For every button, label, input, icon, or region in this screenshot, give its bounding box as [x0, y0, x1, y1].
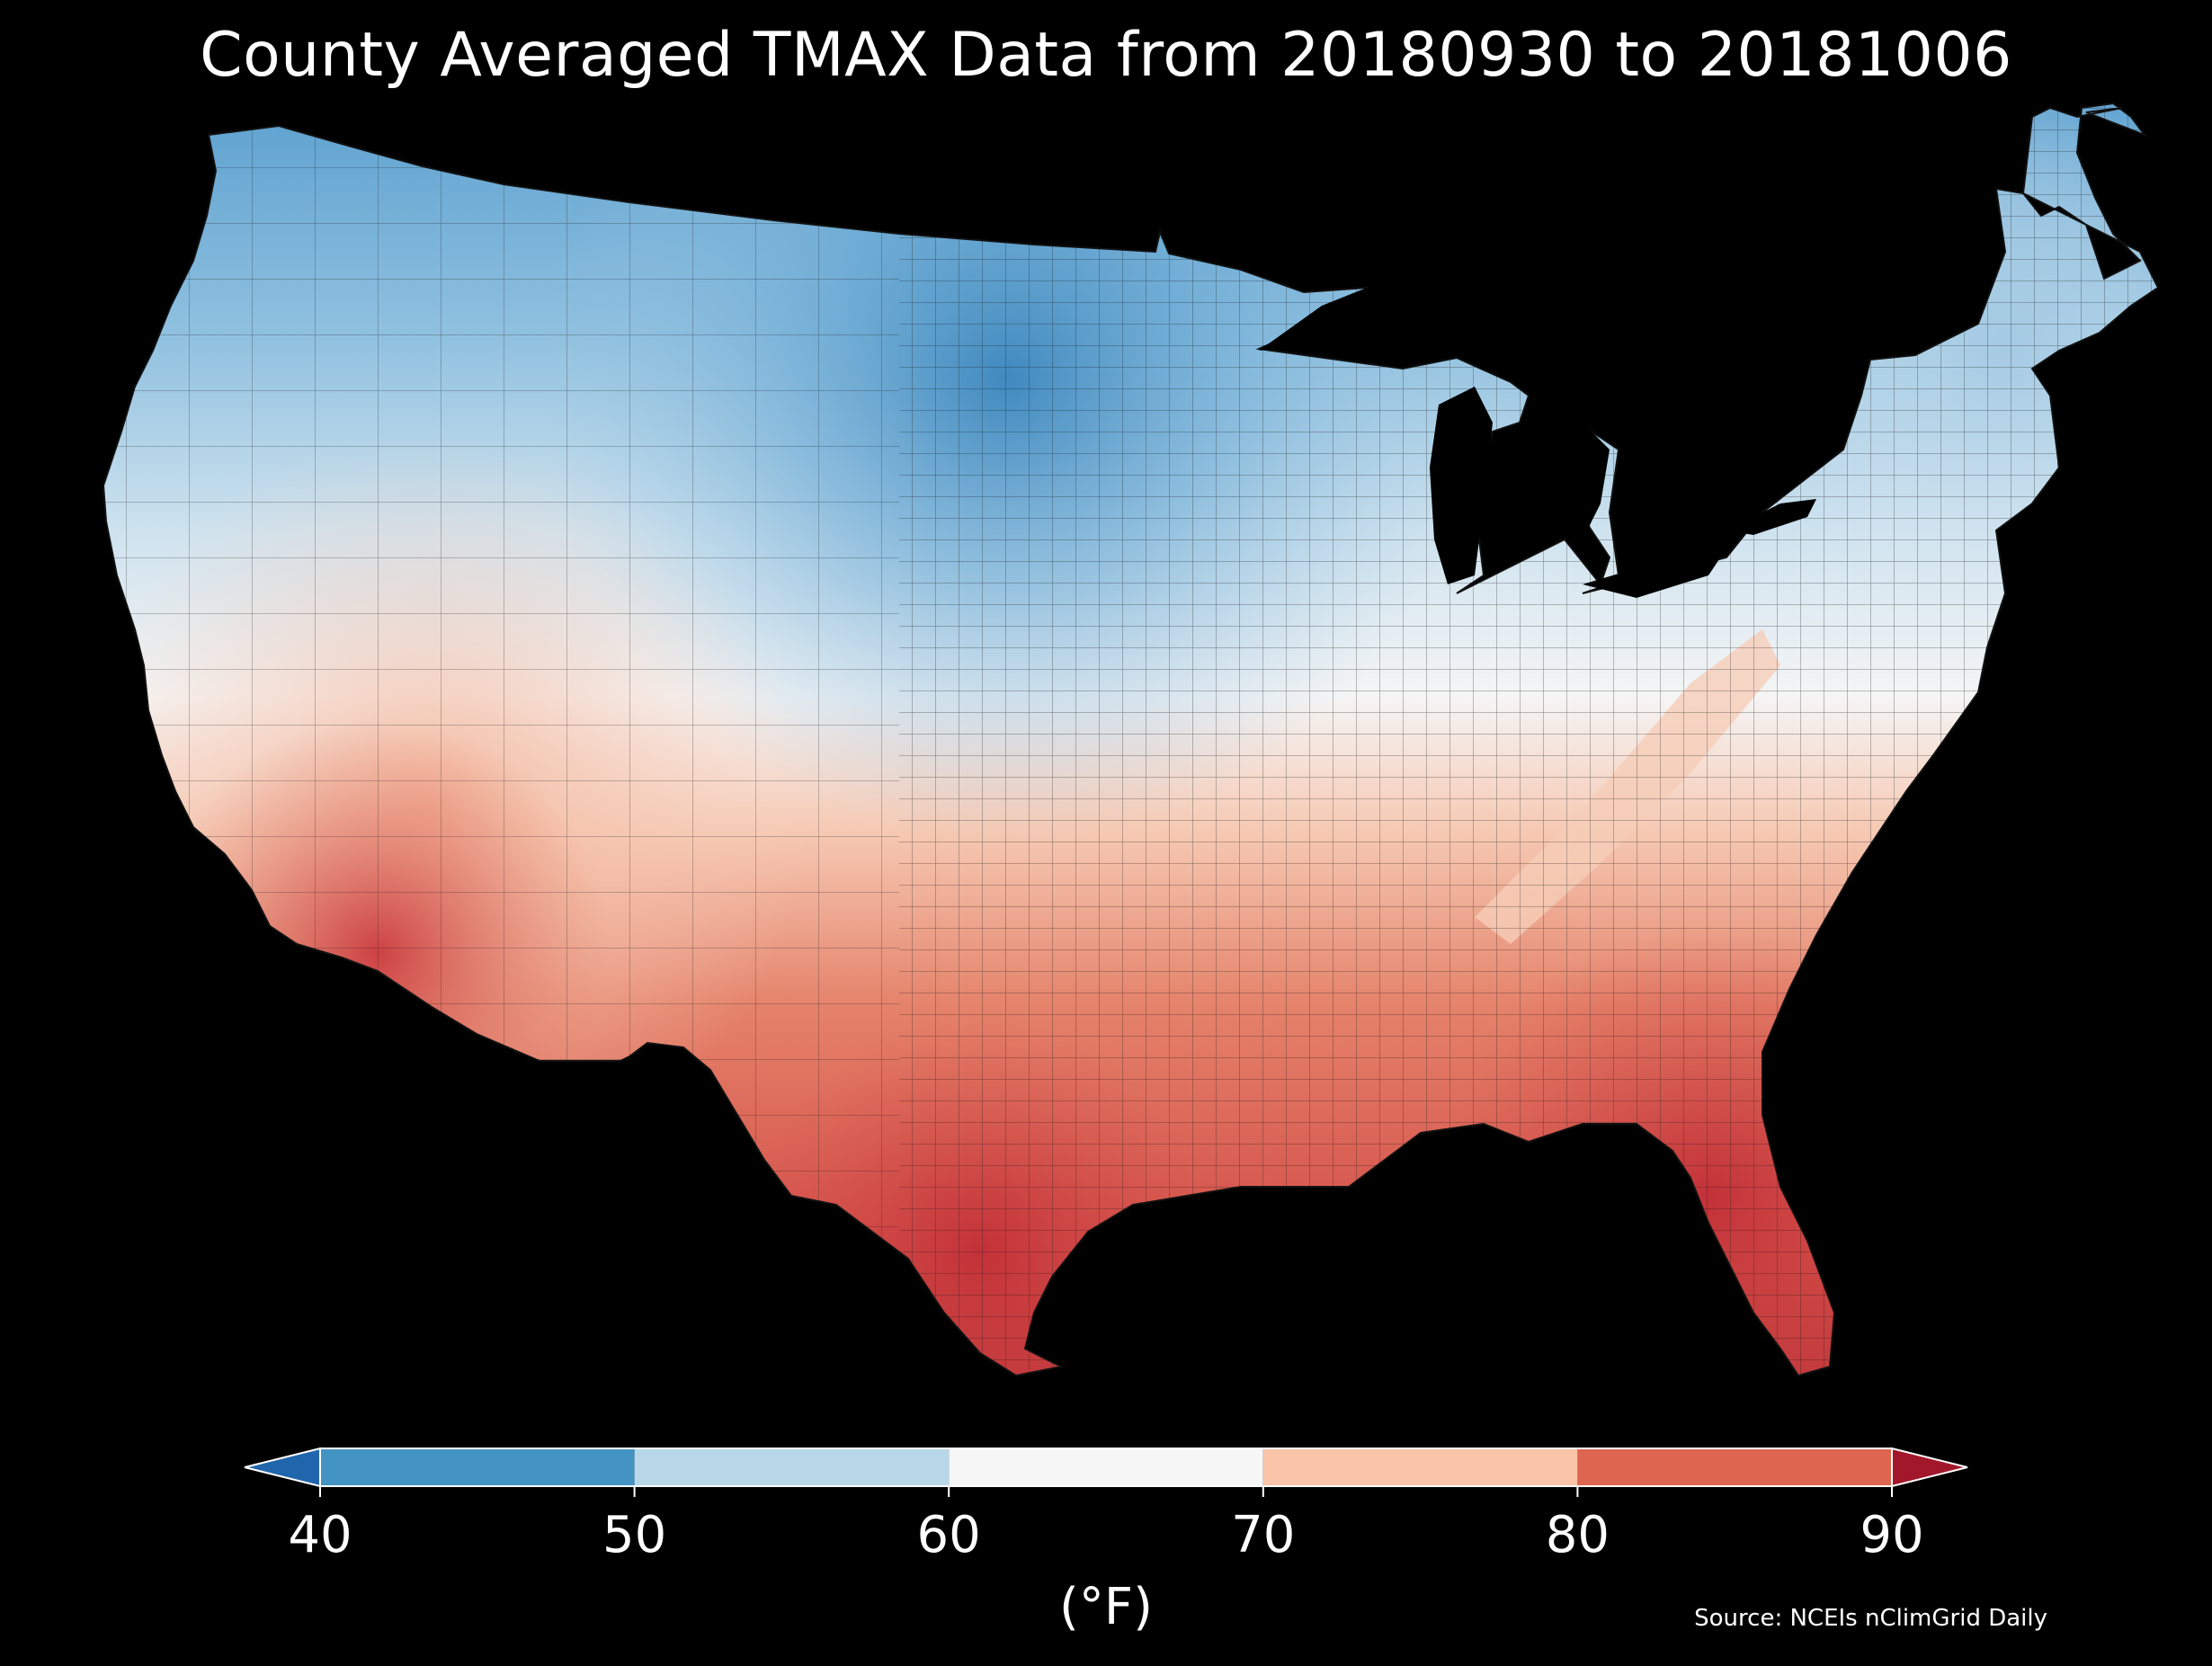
map-title: County Averaged TMAX Data from 20180930 …: [200, 20, 2012, 91]
colorbar-extension-low: [244, 1447, 321, 1488]
colorbar-unit-label: (°F): [1059, 1578, 1153, 1636]
colorbar-extension-high: [1891, 1447, 1968, 1488]
colorbar-tick-label: 70: [1231, 1506, 1296, 1564]
colorbar-bin-60-70: [949, 1448, 1263, 1486]
source-credit: Source: NCEIs nClimGrid Daily: [1694, 1605, 2047, 1632]
colorbar-tick-label: 40: [288, 1506, 352, 1564]
colorbar-tick-label: 90: [1860, 1506, 1924, 1564]
colorbar-tick-label: 80: [1545, 1506, 1610, 1564]
colorbar-bin-70-80: [1262, 1448, 1578, 1486]
colorbar-bin-50-60: [634, 1448, 950, 1486]
great-lakes: [1259, 288, 1816, 598]
colorbar-bin-80-90: [1577, 1448, 1892, 1486]
colorbar-tick-label: 60: [916, 1506, 981, 1564]
colorbar-bin-40-50: [320, 1448, 635, 1486]
colorbar-tick-label: 50: [602, 1506, 667, 1564]
